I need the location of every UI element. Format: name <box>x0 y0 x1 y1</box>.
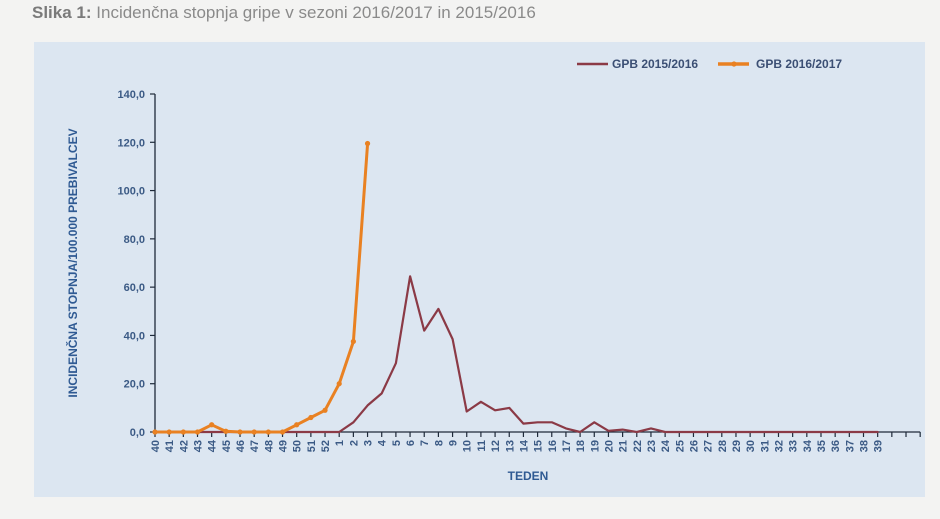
x-tick-label: 46 <box>235 440 247 452</box>
x-tick-label: 39 <box>873 440 885 452</box>
x-tick-label: 29 <box>731 440 743 452</box>
x-tick-label: 32 <box>773 440 785 452</box>
x-tick-label: 21 <box>618 440 630 452</box>
x-tick-label: 22 <box>632 440 644 452</box>
data-point-marker <box>251 429 257 435</box>
x-tick-label: 50 <box>292 440 304 452</box>
caption-label: Slika 1: <box>32 3 92 22</box>
data-point-marker <box>308 414 314 421</box>
x-tick-label: 10 <box>462 440 474 452</box>
y-tick-label: 0,0 <box>130 427 145 439</box>
x-tick-label: 31 <box>759 440 771 452</box>
x-tick-label: 2 <box>348 440 360 446</box>
x-tick-label: 30 <box>745 440 757 452</box>
x-tick-label: 25 <box>674 440 686 452</box>
x-tick-label: 34 <box>802 439 814 452</box>
x-tick-label: 14 <box>518 439 530 452</box>
data-point-marker <box>265 429 271 435</box>
data-point-marker <box>166 429 172 435</box>
data-point-marker <box>223 428 229 434</box>
x-tick-label: 49 <box>278 440 290 452</box>
chart-legend: GPB 2015/2016 GPB 2016/2017 <box>577 57 842 71</box>
x-tick-label: 33 <box>788 440 800 452</box>
x-tick-label: 26 <box>688 440 700 452</box>
y-tick-label: 120,0 <box>117 137 145 149</box>
x-tick-label: 15 <box>533 440 545 452</box>
data-point-marker <box>194 429 201 435</box>
figure-caption: Slika 1: Incidenčna stopnja gripe v sezo… <box>32 3 536 23</box>
x-tick-label: 51 <box>306 440 318 452</box>
data-point-marker <box>279 429 286 435</box>
chart-series <box>152 140 879 435</box>
y-tick-label: 140,0 <box>117 89 145 101</box>
x-tick-label: 17 <box>561 440 573 452</box>
y-tick-label: 100,0 <box>117 186 145 198</box>
data-point-marker <box>336 381 342 387</box>
data-point-marker <box>209 422 215 428</box>
x-tick-label: 7 <box>419 440 431 446</box>
y-tick-label: 80,0 <box>124 234 145 246</box>
legend-label: GPB 2016/2017 <box>756 57 842 71</box>
x-tick-label: 45 <box>221 440 233 452</box>
x-tick-label: 20 <box>603 440 615 452</box>
data-point-marker <box>364 140 371 147</box>
legend-label: GPB 2015/2016 <box>612 57 698 71</box>
x-tick-label: 42 <box>178 440 190 452</box>
x-tick-label: 28 <box>717 440 729 452</box>
x-tick-label: 40 <box>150 440 162 452</box>
chart-panel <box>34 42 925 497</box>
series-line <box>153 142 370 434</box>
x-tick-label: 23 <box>646 440 658 452</box>
data-point-marker <box>152 429 158 435</box>
x-tick-label: 37 <box>844 440 856 452</box>
x-tick-label: 24 <box>660 439 672 452</box>
x-tick-label: 43 <box>193 440 205 452</box>
x-tick-label: 4 <box>377 439 389 446</box>
y-axis-title: INCIDENČNA STOPNJA/100.000 PREBIVALCEV <box>65 128 80 397</box>
x-tick-label: 5 <box>391 440 403 446</box>
x-tick-label: 9 <box>448 440 460 446</box>
x-tick-label: 12 <box>490 440 502 452</box>
x-tick-label: 3 <box>363 440 375 446</box>
x-tick-label: 38 <box>859 440 871 452</box>
x-axis-title: TEDEN <box>508 469 549 483</box>
data-point-marker <box>237 429 243 435</box>
x-tick-label: 35 <box>816 440 828 452</box>
y-axis: 0,0 20,0 40,0 60,0 80,0 100,0 120,0 140,0 <box>117 89 156 439</box>
x-tick-label: 27 <box>703 440 715 452</box>
y-tick-label: 40,0 <box>124 330 145 342</box>
x-axis: 40 41 42 43 44 45 46 47 48 49 50 51 52 1 2 3 4 5 6 7 8 9 10 11 1… <box>150 431 921 452</box>
data-point-marker <box>322 407 328 413</box>
x-tick-label: 16 <box>547 440 559 452</box>
y-tick-label: 20,0 <box>124 379 145 391</box>
x-tick-label: 44 <box>207 439 219 452</box>
x-tick-label: 52 <box>320 440 332 452</box>
x-tick-label: 18 <box>575 440 587 452</box>
y-tick-label: 60,0 <box>124 282 145 294</box>
x-tick-label: 8 <box>433 440 445 446</box>
x-tick-label: 1 <box>334 440 346 446</box>
x-tick-label: 41 <box>164 440 176 452</box>
x-tick-label: 19 <box>589 440 601 452</box>
data-point-marker <box>180 429 186 435</box>
x-tick-label: 13 <box>504 440 516 452</box>
series-line <box>153 275 879 434</box>
x-tick-label: 48 <box>263 440 275 452</box>
x-tick-label: 47 <box>249 440 261 452</box>
caption-text: Incidenčna stopnja gripe v sezoni 2016/2… <box>91 3 536 22</box>
x-tick-label: 6 <box>405 440 417 446</box>
x-tick-label: 11 <box>476 440 488 452</box>
legend-marker <box>731 61 737 67</box>
x-tick-label: 36 <box>830 440 842 452</box>
data-point-marker <box>350 338 356 345</box>
data-point-marker <box>294 422 300 428</box>
